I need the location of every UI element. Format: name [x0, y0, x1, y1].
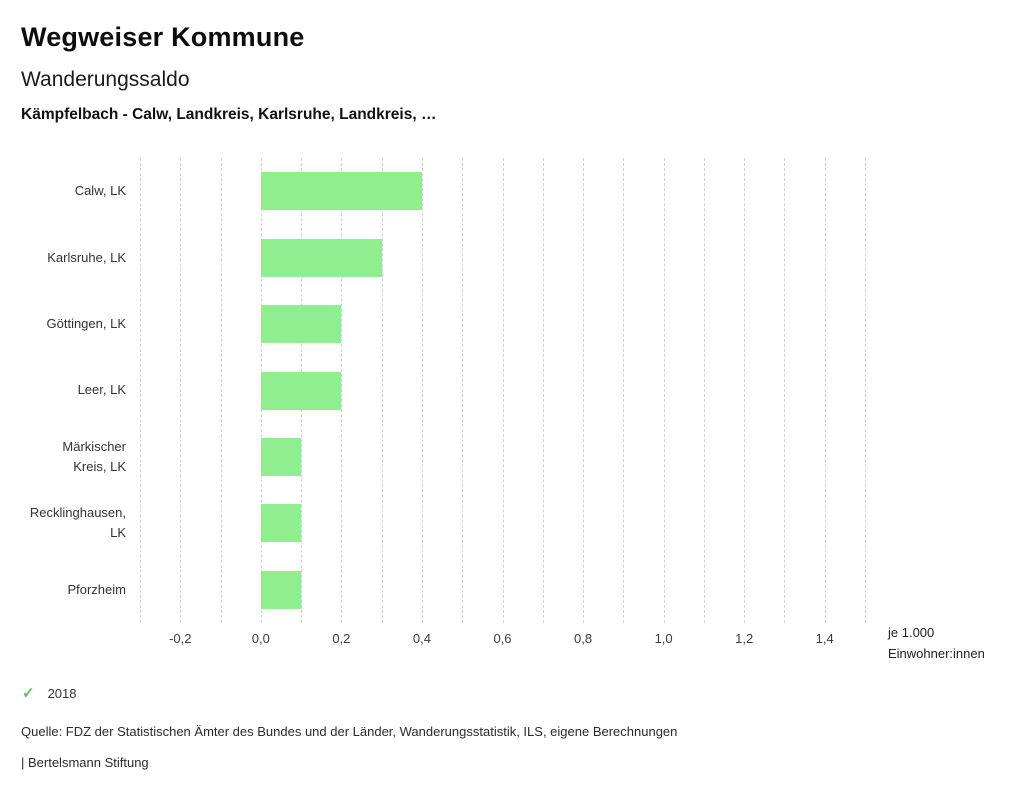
gridline [140, 158, 141, 623]
branding-text: | Bertelsmann Stiftung [21, 755, 149, 770]
category-label: Göttingen, LK [46, 315, 127, 331]
check-icon: ✓ [22, 685, 35, 702]
bar[interactable] [260, 238, 382, 277]
bar[interactable] [260, 504, 302, 543]
gridline [381, 158, 383, 623]
x-tick-label: 0,4 [412, 631, 431, 646]
x-tick-label: 0,2 [332, 631, 351, 646]
x-tick-label: 1,0 [654, 631, 673, 646]
gridline [180, 158, 182, 623]
axis-unit-label: je 1.000 Einwohner:innen [888, 622, 985, 664]
region-selection: Kämpfelbach - Calw, Landkreis, Karlsruhe… [21, 106, 437, 123]
bar[interactable] [260, 437, 302, 476]
category-label: Karlsruhe, LK [47, 249, 126, 265]
gridline [462, 158, 464, 623]
gridline [703, 158, 705, 623]
bar[interactable] [260, 172, 422, 211]
bar-chart: Calw, LK Karlsruhe, LK Göttingen, LK Leer, … [8, 158, 866, 623]
gridline [421, 158, 423, 623]
legend-item-2018[interactable]: ✓ 2018 [22, 684, 77, 702]
bar[interactable] [260, 570, 302, 609]
category-label: Märkischer Kreis, LK [62, 438, 126, 474]
category-label: Leer, LK [77, 382, 126, 398]
gridline [865, 158, 866, 623]
category-label: Pforzheim [67, 581, 126, 597]
category-label: Calw, LK [74, 183, 126, 199]
plot-area [140, 158, 866, 623]
gridline [583, 158, 585, 623]
x-tick-label: 0,0 [251, 631, 270, 646]
legend-year-label: 2018 [47, 685, 77, 701]
x-tick-label: 0,6 [493, 631, 512, 646]
gridline [824, 158, 826, 623]
gridline [502, 158, 504, 623]
x-tick-label: 1,2 [735, 631, 754, 646]
category-label: Recklinghausen, LK [29, 505, 126, 541]
x-axis: -0,2 0,0 0,2 0,4 0,6 0,8 1,0 1,2 1,4 [140, 631, 865, 649]
axis-unit-line2: Einwohner:innen [888, 646, 985, 661]
gridline [542, 158, 544, 623]
bar[interactable] [260, 305, 342, 344]
gridline [341, 158, 343, 623]
bar[interactable] [260, 371, 342, 410]
gridline [220, 158, 222, 623]
x-tick-label: 0,8 [574, 631, 593, 646]
gridline [744, 158, 746, 623]
x-tick-label: 1,4 [815, 631, 834, 646]
gridline [663, 158, 665, 623]
source-text: Quelle: FDZ der Statistischen Ämter des … [21, 724, 678, 739]
axis-unit-line1: je 1.000 [888, 625, 935, 640]
indicator-title: Wanderungssaldo [21, 68, 190, 91]
category-labels: Calw, LK Karlsruhe, LK Göttingen, LK Leer, … [8, 158, 140, 623]
gridline [623, 158, 625, 623]
gridline [784, 158, 786, 623]
page-title: Wegweiser Kommune [21, 22, 305, 52]
x-tick-label: -0,2 [169, 631, 192, 646]
